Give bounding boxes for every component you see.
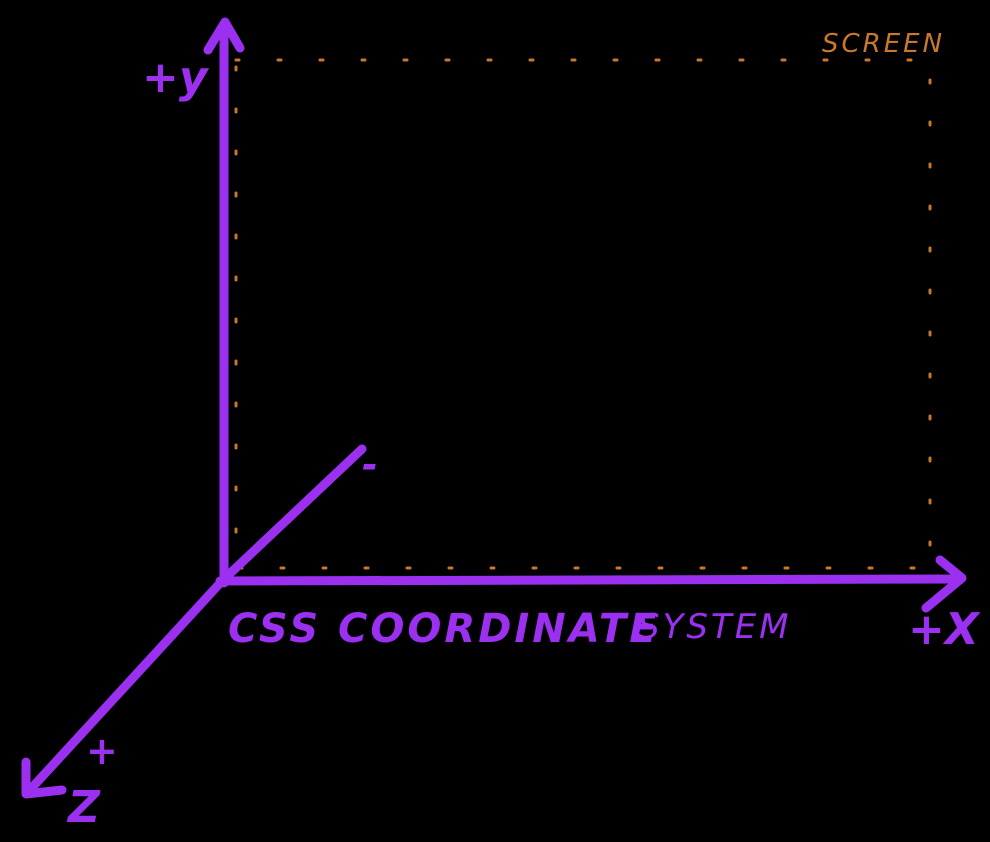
- y-axis: [203, 17, 245, 588]
- z-axis-minus-sign: -: [362, 443, 378, 487]
- diagram-title-secondary: SYSTEM: [638, 607, 792, 647]
- screen-rectangle: [234, 58, 932, 570]
- diagram-title-main: CSS COORDINATE: [228, 606, 660, 652]
- screen-label: SCREEN: [822, 29, 945, 59]
- x-axis-label: +X: [908, 604, 981, 655]
- z-axis: [21, 444, 367, 799]
- x-axis: [215, 555, 967, 613]
- z-axis-label: Z: [66, 782, 101, 833]
- y-axis-arrowhead: [203, 17, 245, 55]
- z-axis-plus-sign: +: [86, 729, 118, 773]
- z-axis-arrowhead: [21, 757, 67, 799]
- y-axis-label: +y: [142, 52, 210, 103]
- x-axis-arrowhead: [921, 555, 967, 613]
